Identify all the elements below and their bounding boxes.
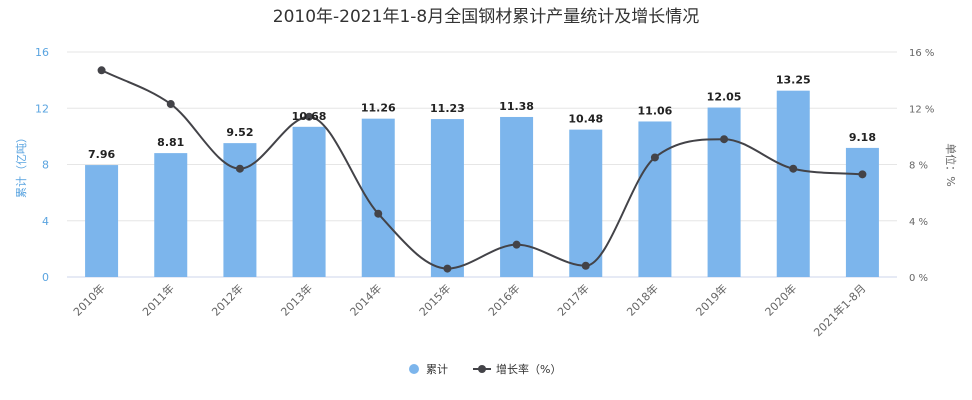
y-right-tick-label: 4 % (909, 217, 928, 228)
x-tick-label: 2019年 (693, 281, 730, 318)
line-point[interactable] (858, 170, 867, 179)
x-axis: 2010年 2011年 2012年 2013年 2014年 2015年 2016年 2017年… (70, 281, 868, 339)
x-tick-label: 2016年 (485, 281, 522, 318)
x-tick-label: 2012年 (209, 281, 246, 318)
legend-bar-label: 累计 (426, 363, 448, 376)
y-axis-left-title: 累计（亿吨） (15, 132, 28, 198)
legend: 累计 增长率（%） (409, 362, 561, 376)
line-point[interactable] (97, 66, 106, 75)
bar[interactable] (500, 116, 534, 277)
bar[interactable] (223, 143, 257, 277)
chart-title: 2010年-2021年1-8月全国钢材累计产量统计及增长情况 (273, 7, 699, 27)
bar-data-label: 7.96 (88, 148, 115, 161)
y-right-tick-label: 0 % (909, 273, 928, 284)
y-axis-left: 0 4 8 12 16 (35, 46, 49, 284)
bar[interactable] (845, 147, 879, 277)
legend-line-dot (478, 365, 486, 373)
line-point[interactable] (581, 261, 590, 270)
line-point[interactable] (305, 112, 314, 121)
y-left-tick-label: 12 (35, 102, 49, 115)
line-point[interactable] (166, 100, 175, 109)
line-point[interactable] (374, 209, 383, 218)
line-point[interactable] (720, 135, 729, 144)
bar-data-label: 10.68 (292, 110, 327, 123)
bar[interactable] (430, 119, 464, 277)
bar-data-label: 13.25 (776, 74, 811, 87)
bar[interactable] (638, 121, 672, 277)
bar[interactable] (776, 90, 810, 277)
x-tick-label: 2011年 (139, 281, 176, 318)
bar-series (85, 90, 879, 277)
legend-item-bar[interactable]: 累计 (409, 363, 448, 376)
bar[interactable] (707, 107, 741, 277)
legend-line-label: 增长率（%） (496, 362, 561, 376)
y-axis-right: 0 % 4 % 8 % 12 % 16 % (909, 48, 934, 284)
data-labels: 7.96 8.81 9.52 10.68 11.26 11.23 11.38 10.48 11.… (88, 74, 876, 161)
x-tick-label: 2015年 (416, 281, 453, 318)
bar-data-label: 9.52 (226, 126, 253, 139)
y-left-tick-label: 16 (35, 46, 49, 59)
line-point[interactable] (235, 164, 244, 173)
bar[interactable] (569, 129, 603, 277)
x-tick-label: 2017年 (554, 281, 591, 318)
y-right-tick-label: 12 % (909, 104, 934, 115)
x-tick-label: 2021年1-8月 (811, 281, 869, 339)
line-series (97, 66, 867, 273)
y-left-tick-label: 0 (42, 271, 49, 284)
bar[interactable] (292, 126, 326, 277)
bar-data-label: 10.48 (568, 113, 603, 126)
line-point[interactable] (512, 240, 521, 249)
x-tick-label: 2018年 (624, 281, 661, 318)
bar-data-label: 11.26 (361, 102, 396, 115)
y-left-tick-label: 8 (42, 159, 49, 172)
bar-data-label: 12.05 (707, 91, 742, 104)
bar-data-label: 11.23 (430, 102, 465, 115)
x-tick-label: 2010年 (70, 281, 107, 318)
x-tick-label: 2014年 (347, 281, 384, 318)
gridlines (67, 51, 897, 278)
bar-data-label: 11.06 (638, 104, 673, 117)
growth-line (101, 69, 863, 270)
x-tick-label: 2013年 (278, 281, 315, 318)
legend-bar-marker (409, 364, 419, 374)
bar[interactable] (85, 165, 119, 277)
y-left-tick-label: 4 (42, 215, 49, 228)
bar-data-label: 11.38 (499, 100, 534, 113)
line-point[interactable] (789, 164, 798, 173)
y-axis-right-title: 单位：% (944, 143, 958, 186)
bar-data-label: 9.18 (849, 131, 876, 144)
legend-item-line[interactable]: 增长率（%） (473, 362, 561, 376)
bar-data-label: 8.81 (157, 136, 184, 149)
y-right-tick-label: 16 % (909, 48, 934, 59)
y-right-tick-label: 8 % (909, 161, 928, 172)
x-tick-label: 2020年 (762, 281, 799, 318)
bar[interactable] (154, 153, 188, 277)
line-point[interactable] (443, 264, 452, 273)
line-point[interactable] (650, 153, 659, 162)
